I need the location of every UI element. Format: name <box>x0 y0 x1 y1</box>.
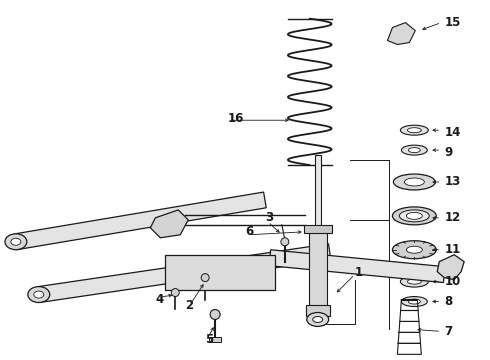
Circle shape <box>172 289 179 297</box>
Ellipse shape <box>400 276 428 287</box>
Circle shape <box>210 310 220 319</box>
Ellipse shape <box>404 178 424 186</box>
Ellipse shape <box>392 207 436 225</box>
Polygon shape <box>388 23 416 45</box>
Text: 14: 14 <box>444 126 461 139</box>
Text: 13: 13 <box>444 175 461 189</box>
Circle shape <box>201 274 209 282</box>
Text: 15: 15 <box>444 16 461 29</box>
Ellipse shape <box>408 148 420 153</box>
Ellipse shape <box>34 291 44 298</box>
Bar <box>165 255 275 289</box>
Polygon shape <box>269 250 445 283</box>
Ellipse shape <box>406 246 422 253</box>
Text: 2: 2 <box>185 299 194 312</box>
Text: 12: 12 <box>444 211 461 224</box>
Ellipse shape <box>307 312 329 327</box>
Polygon shape <box>38 244 331 302</box>
Polygon shape <box>437 255 464 280</box>
Ellipse shape <box>28 287 50 302</box>
Bar <box>304 225 332 233</box>
Bar <box>309 230 327 310</box>
Text: 4: 4 <box>155 293 164 306</box>
Text: 11: 11 <box>444 243 461 256</box>
Ellipse shape <box>392 241 436 259</box>
Text: 3: 3 <box>265 211 273 224</box>
Text: 6: 6 <box>245 225 253 238</box>
Ellipse shape <box>400 125 428 135</box>
Bar <box>315 155 321 230</box>
Polygon shape <box>15 192 266 249</box>
Circle shape <box>281 238 289 246</box>
Text: 10: 10 <box>444 275 461 288</box>
Ellipse shape <box>393 174 435 190</box>
Text: 1: 1 <box>355 266 363 279</box>
Ellipse shape <box>399 210 429 222</box>
Bar <box>209 337 221 342</box>
Polygon shape <box>150 210 188 238</box>
Ellipse shape <box>5 234 27 250</box>
Ellipse shape <box>401 297 427 306</box>
Text: 16: 16 <box>228 112 245 125</box>
Ellipse shape <box>407 128 421 133</box>
Bar <box>306 305 330 316</box>
Text: 7: 7 <box>444 325 452 338</box>
Text: 9: 9 <box>444 145 452 159</box>
Ellipse shape <box>313 316 323 323</box>
Ellipse shape <box>407 279 421 284</box>
Ellipse shape <box>11 238 21 245</box>
Text: 8: 8 <box>444 295 452 308</box>
Ellipse shape <box>401 145 427 155</box>
Ellipse shape <box>408 299 420 304</box>
Ellipse shape <box>406 212 422 219</box>
Text: 5: 5 <box>205 333 214 346</box>
